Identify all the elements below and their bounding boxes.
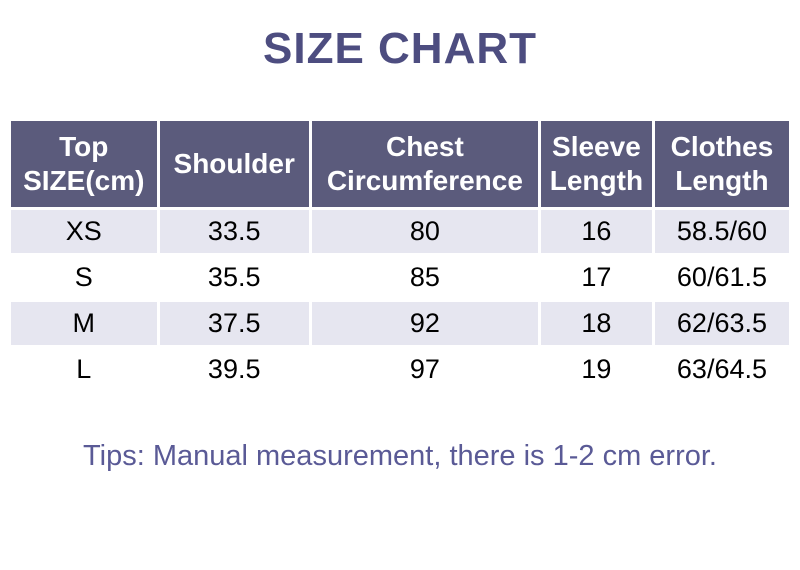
cell-s-clothes: 60/61.5 [654, 256, 789, 299]
header-cell-sleeve: Sleeve Length [540, 121, 652, 207]
header-cell-clothes: Clothes Length [654, 121, 789, 207]
cell-s-shoulder: 35.5 [159, 256, 309, 299]
cell-s-size: S [11, 256, 157, 299]
cell-m-shoulder: 37.5 [159, 302, 309, 345]
table-row-s: S 35.5 85 17 60/61.5 [11, 256, 789, 299]
cell-m-clothes: 62/63.5 [654, 302, 789, 345]
table-row-m: M 37.5 92 18 62/63.5 [11, 302, 789, 345]
cell-m-size: M [11, 302, 157, 345]
size-chart-table: Top SIZE(cm) Shoulder Chest Circumferenc… [8, 118, 792, 394]
cell-s-sleeve: 17 [540, 256, 652, 299]
cell-xs-shoulder: 33.5 [159, 210, 309, 253]
cell-l-shoulder: 39.5 [159, 348, 309, 391]
cell-l-clothes: 63/64.5 [654, 348, 789, 391]
header-row: Top SIZE(cm) Shoulder Chest Circumferenc… [11, 121, 789, 207]
table-row-xs: XS 33.5 80 16 58.5/60 [11, 210, 789, 253]
header-cell-size: Top SIZE(cm) [11, 121, 157, 207]
cell-xs-size: XS [11, 210, 157, 253]
table-row-l: L 39.5 97 19 63/64.5 [11, 348, 789, 391]
cell-xs-chest: 80 [311, 210, 538, 253]
cell-m-chest: 92 [311, 302, 538, 345]
tip-text: Tips: Manual measurement, there is 1-2 c… [83, 440, 717, 472]
header-cell-shoulder: Shoulder [159, 121, 309, 207]
page-title: SIZE CHART [263, 24, 537, 73]
cell-l-size: L [11, 348, 157, 391]
cell-xs-clothes: 58.5/60 [654, 210, 789, 253]
cell-s-chest: 85 [311, 256, 538, 299]
cell-xs-sleeve: 16 [540, 210, 652, 253]
cell-l-chest: 97 [311, 348, 538, 391]
cell-m-sleeve: 18 [540, 302, 652, 345]
cell-l-sleeve: 19 [540, 348, 652, 391]
header-cell-chest: Chest Circumference [311, 121, 538, 207]
